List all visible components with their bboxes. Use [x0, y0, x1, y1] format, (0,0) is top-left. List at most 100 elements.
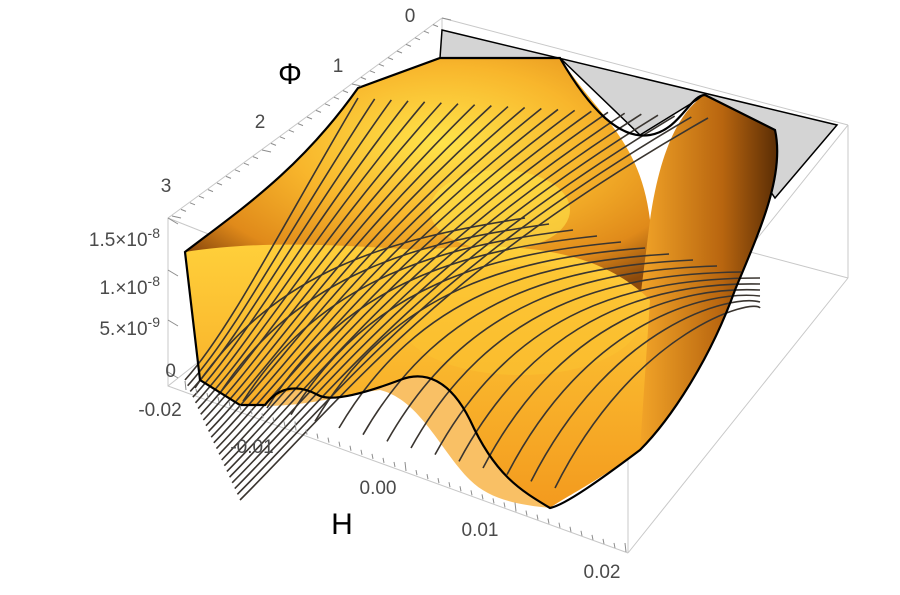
x-tick	[558, 522, 561, 528]
mesh-line-h	[218, 109, 576, 455]
x-tick-label: -0.02	[138, 400, 181, 421]
mesh-line-h	[207, 105, 509, 432]
z-tick-label: 1.5×10-8	[89, 225, 160, 251]
y-tick	[288, 129, 295, 133]
x-tick	[437, 478, 440, 484]
x-tick	[459, 486, 462, 492]
x-tick	[448, 482, 451, 488]
y-tick	[171, 215, 182, 219]
y-tick	[369, 70, 376, 74]
x-tick	[492, 498, 495, 504]
mesh-line-h	[226, 112, 626, 472]
x-tick	[371, 453, 374, 459]
x-tick-label: 0.01	[462, 520, 499, 541]
x-tick-label: -0.01	[230, 437, 273, 458]
y-tick	[279, 136, 286, 140]
mesh-line-h	[202, 104, 476, 421]
mesh-line-h	[187, 98, 376, 387]
mesh-line-h	[236, 116, 692, 495]
mesh-line-h	[192, 100, 409, 398]
y-tick	[243, 162, 250, 166]
x-tick	[239, 405, 242, 411]
y-tick	[216, 182, 223, 186]
y-tick	[396, 50, 403, 54]
x-tick	[569, 526, 572, 532]
x-tick	[228, 401, 231, 407]
y-axis-title: Φ	[278, 58, 302, 91]
mesh-line-phi	[434, 277, 761, 456]
z-tick-label: 0	[165, 361, 176, 382]
y-tick-label: 0	[405, 6, 416, 27]
y-tick	[306, 116, 313, 120]
mesh-line-h	[194, 101, 426, 404]
mesh-line-h	[234, 115, 676, 490]
y-tick	[360, 76, 367, 80]
mesh-line-h	[184, 97, 359, 381]
x-tick	[360, 449, 363, 455]
mesh-line-h	[231, 114, 659, 484]
mesh-line-phi	[194, 217, 526, 389]
y-tick	[414, 37, 421, 41]
y-tick	[207, 189, 214, 193]
mesh-line-phi	[290, 241, 622, 416]
x-tick	[503, 502, 506, 508]
mesh-line-phi	[410, 271, 742, 449]
y-axis-ticks	[171, 17, 452, 219]
x-tick	[327, 437, 330, 443]
x-tick	[250, 409, 253, 415]
x-tick-label: 0.00	[360, 478, 397, 499]
y-tick	[189, 202, 196, 206]
mesh-line-phi	[362, 259, 694, 436]
x-tick	[426, 474, 429, 480]
mesh-line-phi	[506, 294, 761, 476]
y-tick-label: 3	[161, 176, 172, 197]
mesh-line-phi	[266, 235, 598, 409]
y-tick	[387, 57, 394, 61]
mesh-line-phi	[458, 283, 761, 462]
y-tick	[315, 109, 322, 113]
x-tick	[393, 461, 396, 468]
z-axis-ticks	[167, 217, 179, 379]
x-tick	[261, 413, 264, 419]
surface-mesh	[184, 97, 761, 501]
mesh-line-h	[215, 108, 559, 450]
mesh-line-h	[223, 111, 609, 467]
mesh-line-phi	[530, 300, 761, 482]
mesh-line-phi	[218, 223, 550, 396]
y-tick	[324, 103, 331, 107]
mesh-line-h	[205, 105, 492, 427]
x-tick	[195, 388, 198, 395]
y-tick	[234, 169, 241, 173]
x-tick	[206, 393, 209, 399]
x-tick	[547, 518, 550, 524]
mesh-line-phi	[242, 229, 574, 402]
x-tick	[349, 445, 352, 451]
x-tick	[536, 514, 539, 520]
y-tick-label: 1	[333, 56, 344, 77]
y-tick	[261, 149, 272, 153]
x-tick	[525, 510, 528, 516]
x-tick	[272, 417, 275, 423]
mesh-line-h	[197, 102, 442, 410]
mesh-line-h	[210, 106, 526, 438]
z-tick-label: 5.×10-9	[99, 314, 160, 340]
x-tick	[624, 542, 627, 553]
y-tick	[378, 63, 385, 67]
x-tick	[613, 542, 616, 549]
x-tick	[591, 534, 594, 540]
x-tick	[514, 502, 517, 512]
y-tick	[198, 195, 205, 199]
x-tick	[217, 397, 220, 403]
x-tick	[283, 421, 286, 427]
z-tick-label: 1.×10-8	[99, 273, 160, 299]
x-tick	[305, 429, 308, 435]
x-tick-label: 0.02	[584, 562, 621, 583]
mesh-line-h	[239, 117, 709, 501]
y-tick	[225, 175, 232, 179]
y-tick	[333, 96, 340, 100]
y-tick-label: 2	[255, 112, 266, 133]
y-tick	[180, 208, 187, 212]
y-tick	[342, 90, 349, 94]
y-tick	[423, 30, 430, 34]
